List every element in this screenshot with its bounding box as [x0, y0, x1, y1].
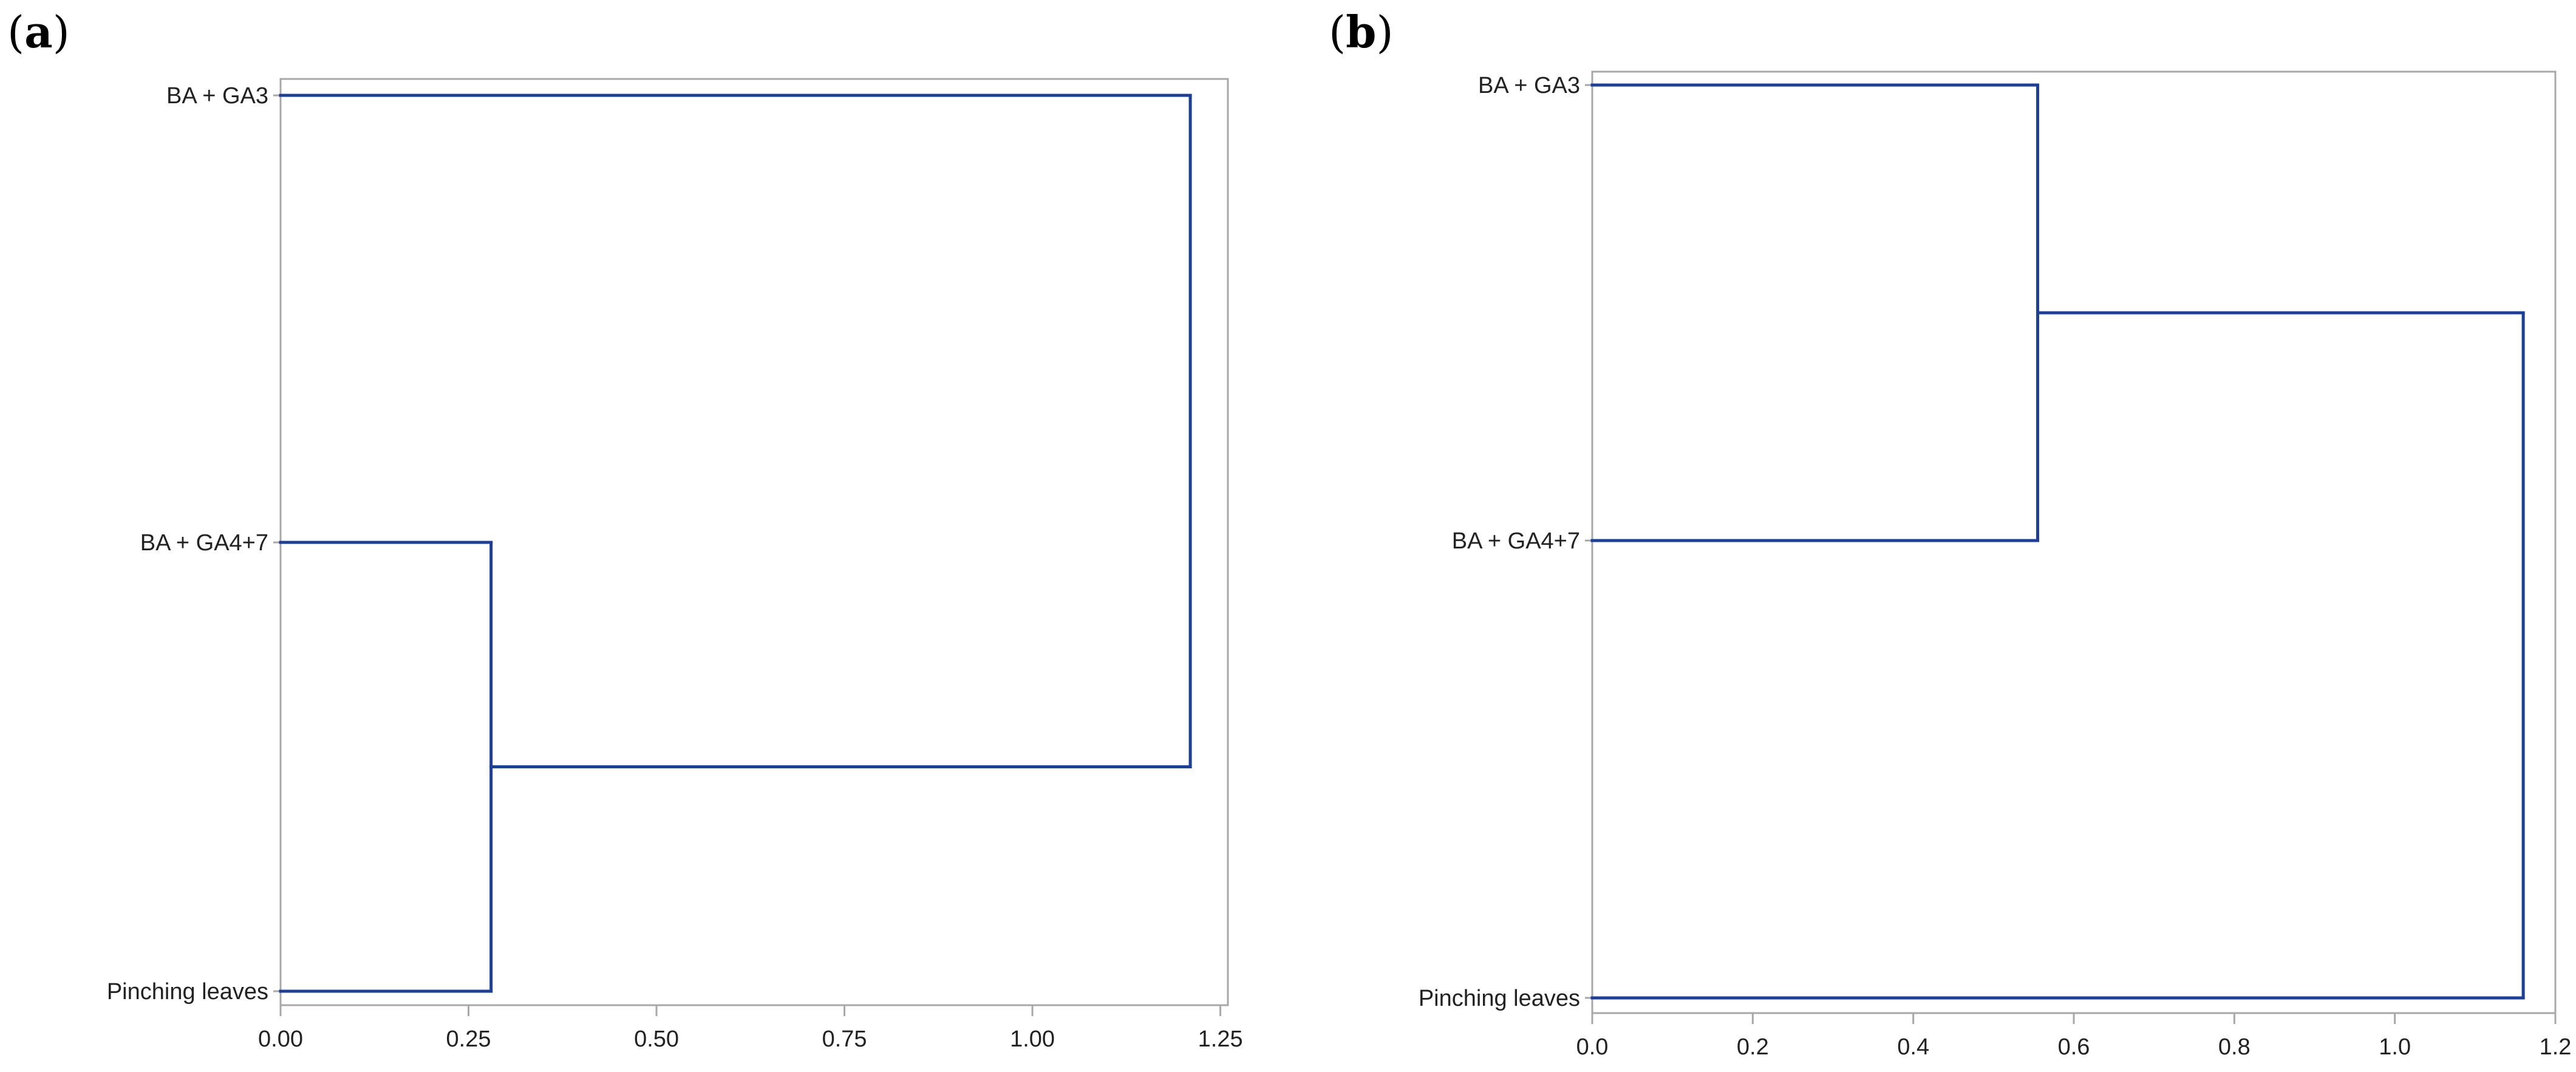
panel-label: (b)	[1329, 6, 1394, 58]
panel-label-close: )	[53, 7, 70, 58]
panel-label-open: (	[7, 7, 24, 58]
panel-label-open: (	[1329, 7, 1346, 58]
leaf-label: Pinching leaves	[107, 979, 268, 1005]
x-tick-label: 0.4	[1897, 1034, 1929, 1060]
x-tick-label: 1.2	[2540, 1034, 2572, 1060]
dendrogram-panel-a: (a) BA + GA3 BA + GA4+7 Pinching leaves 0.00…	[7, 6, 1243, 1052]
x-tick-label: 0.2	[1737, 1034, 1769, 1060]
x-tick-label: 1.00	[1010, 1026, 1055, 1052]
x-tick-label: 0.75	[822, 1026, 867, 1052]
leaf-label: BA + GA3	[166, 83, 268, 109]
leaf-label: BA + GA4+7	[1452, 528, 1580, 554]
x-tick-label: 1.25	[1198, 1026, 1243, 1052]
x-tick-label: 0.25	[446, 1026, 491, 1052]
leaf-label: BA + GA3	[1478, 73, 1580, 98]
dendrogram-panel-b: (b) BA + GA3 BA + GA4+7 Pinching leaves 0.0 0…	[1329, 6, 2571, 1060]
leaf-label: BA + GA4+7	[140, 530, 268, 556]
x-tick-label: 0.00	[258, 1026, 303, 1052]
x-tick-label: 0.0	[1576, 1034, 1609, 1060]
x-tick-label: 0.6	[2058, 1034, 2090, 1060]
plot-frame	[1591, 70, 2557, 1014]
x-tick-label: 1.0	[2379, 1034, 2411, 1060]
panel-label-letter: a	[24, 6, 53, 58]
panel-label-letter: b	[1346, 6, 1376, 58]
leaf-label: Pinching leaves	[1419, 986, 1580, 1011]
x-tick-label: 0.50	[634, 1026, 679, 1052]
panel-label: (a)	[7, 6, 70, 58]
panel-label-close: )	[1376, 7, 1393, 58]
x-tick-label: 0.8	[2218, 1034, 2251, 1060]
